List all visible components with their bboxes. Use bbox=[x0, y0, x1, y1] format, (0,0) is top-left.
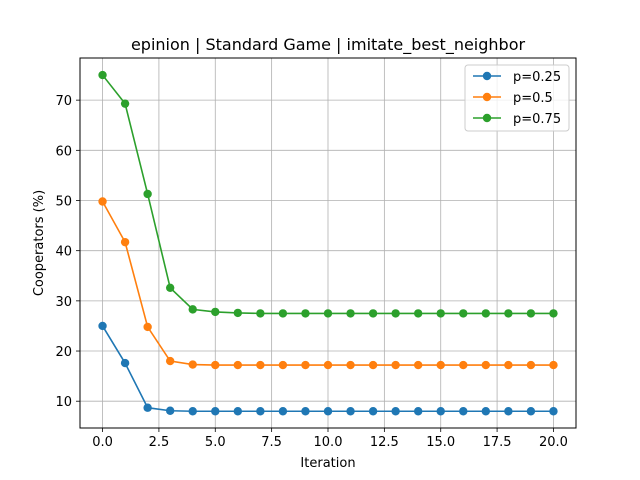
y-tick-label: 10 bbox=[55, 395, 72, 410]
data-point bbox=[436, 407, 445, 416]
y-tick-label: 60 bbox=[55, 144, 72, 159]
x-tick-label: 15.0 bbox=[426, 435, 455, 450]
data-point bbox=[323, 407, 333, 416]
data-point bbox=[256, 309, 265, 318]
x-tick-label: 10.0 bbox=[314, 435, 343, 450]
legend-label: p=0.25 bbox=[513, 70, 561, 85]
x-tick-label: 0.0 bbox=[92, 435, 113, 450]
data-point bbox=[211, 360, 220, 370]
data-point bbox=[120, 237, 130, 247]
chart-title: epinion | Standard Game | imitate_best_n… bbox=[131, 35, 526, 55]
data-point bbox=[391, 309, 400, 318]
data-point bbox=[301, 360, 310, 370]
data-point bbox=[98, 70, 107, 80]
x-tick-label: 2.5 bbox=[149, 435, 170, 450]
x-tick-label: 12.5 bbox=[370, 435, 399, 450]
data-point bbox=[211, 407, 220, 416]
data-point bbox=[526, 407, 536, 416]
data-point bbox=[346, 407, 355, 416]
data-point bbox=[459, 407, 468, 416]
data-point bbox=[549, 360, 558, 370]
y-tick-label: 40 bbox=[55, 245, 72, 260]
data-point bbox=[481, 309, 491, 318]
data-point bbox=[368, 309, 378, 318]
data-point bbox=[188, 305, 197, 314]
data-point bbox=[323, 309, 333, 318]
data-point bbox=[188, 407, 197, 416]
y-tick-label: 50 bbox=[55, 195, 72, 210]
x-axis-label: Iteration bbox=[300, 456, 355, 471]
data-point bbox=[436, 309, 445, 318]
data-point bbox=[256, 360, 265, 370]
data-point bbox=[233, 360, 243, 370]
data-point bbox=[233, 407, 243, 416]
data-point bbox=[549, 407, 558, 416]
legend-marker bbox=[482, 113, 492, 123]
data-point bbox=[278, 407, 288, 416]
data-point bbox=[165, 283, 175, 293]
data-point bbox=[391, 407, 400, 416]
series-p=0.25 bbox=[98, 321, 558, 416]
data-point bbox=[188, 360, 197, 369]
data-point bbox=[346, 309, 355, 318]
y-axis-label: Cooperators (%) bbox=[32, 190, 47, 296]
legend-marker bbox=[482, 71, 492, 81]
data-point bbox=[120, 358, 130, 368]
x-tick-label: 5.0 bbox=[205, 435, 226, 450]
data-point bbox=[413, 309, 423, 318]
y-tick-label: 70 bbox=[55, 94, 72, 109]
data-point bbox=[413, 360, 423, 370]
data-point bbox=[413, 407, 423, 416]
data-point bbox=[143, 189, 152, 199]
data-point bbox=[211, 307, 220, 317]
data-point bbox=[323, 360, 333, 370]
y-tick-label: 30 bbox=[55, 295, 72, 310]
legend-box bbox=[464, 64, 570, 132]
data-point bbox=[504, 360, 513, 370]
x-tick-label: 20.0 bbox=[539, 435, 568, 450]
data-point bbox=[120, 99, 130, 108]
data-point bbox=[301, 407, 310, 416]
data-point bbox=[98, 197, 107, 206]
legend-label: p=0.5 bbox=[513, 91, 553, 106]
data-point bbox=[504, 407, 513, 416]
series-layer bbox=[98, 70, 558, 416]
data-point bbox=[391, 360, 400, 370]
legend-label: p=0.75 bbox=[513, 112, 561, 127]
data-point bbox=[481, 407, 491, 416]
x-tick-label: 7.5 bbox=[261, 435, 282, 450]
data-point bbox=[233, 308, 243, 318]
data-point bbox=[143, 322, 152, 332]
series-p=0.5 bbox=[98, 197, 558, 370]
data-point bbox=[526, 309, 536, 318]
data-point bbox=[143, 403, 152, 412]
series-p=0.75 bbox=[98, 70, 558, 318]
data-point bbox=[301, 309, 310, 318]
data-point bbox=[504, 309, 513, 318]
y-tick-label: 20 bbox=[55, 345, 72, 360]
data-point bbox=[346, 360, 355, 370]
data-point bbox=[459, 309, 468, 318]
data-point bbox=[549, 309, 558, 318]
data-point bbox=[481, 360, 491, 370]
data-point bbox=[459, 360, 468, 370]
data-point bbox=[526, 360, 536, 370]
data-point bbox=[165, 356, 175, 366]
x-tick-label: 17.5 bbox=[483, 435, 512, 450]
data-point bbox=[368, 360, 378, 370]
data-point bbox=[436, 360, 445, 370]
data-point bbox=[165, 406, 175, 415]
data-point bbox=[368, 407, 378, 416]
legend: p=0.25 p=0.5 p=0.75 bbox=[464, 64, 570, 132]
ticks: 0.0 2.5 5.0 7.5 10.0 12.5 15.0 17.5 20.0 10 20 30 40… bbox=[55, 94, 567, 450]
data-point bbox=[278, 309, 288, 318]
legend-marker bbox=[482, 92, 492, 102]
data-point bbox=[256, 407, 265, 416]
data-point bbox=[278, 360, 288, 370]
data-point bbox=[98, 321, 107, 331]
